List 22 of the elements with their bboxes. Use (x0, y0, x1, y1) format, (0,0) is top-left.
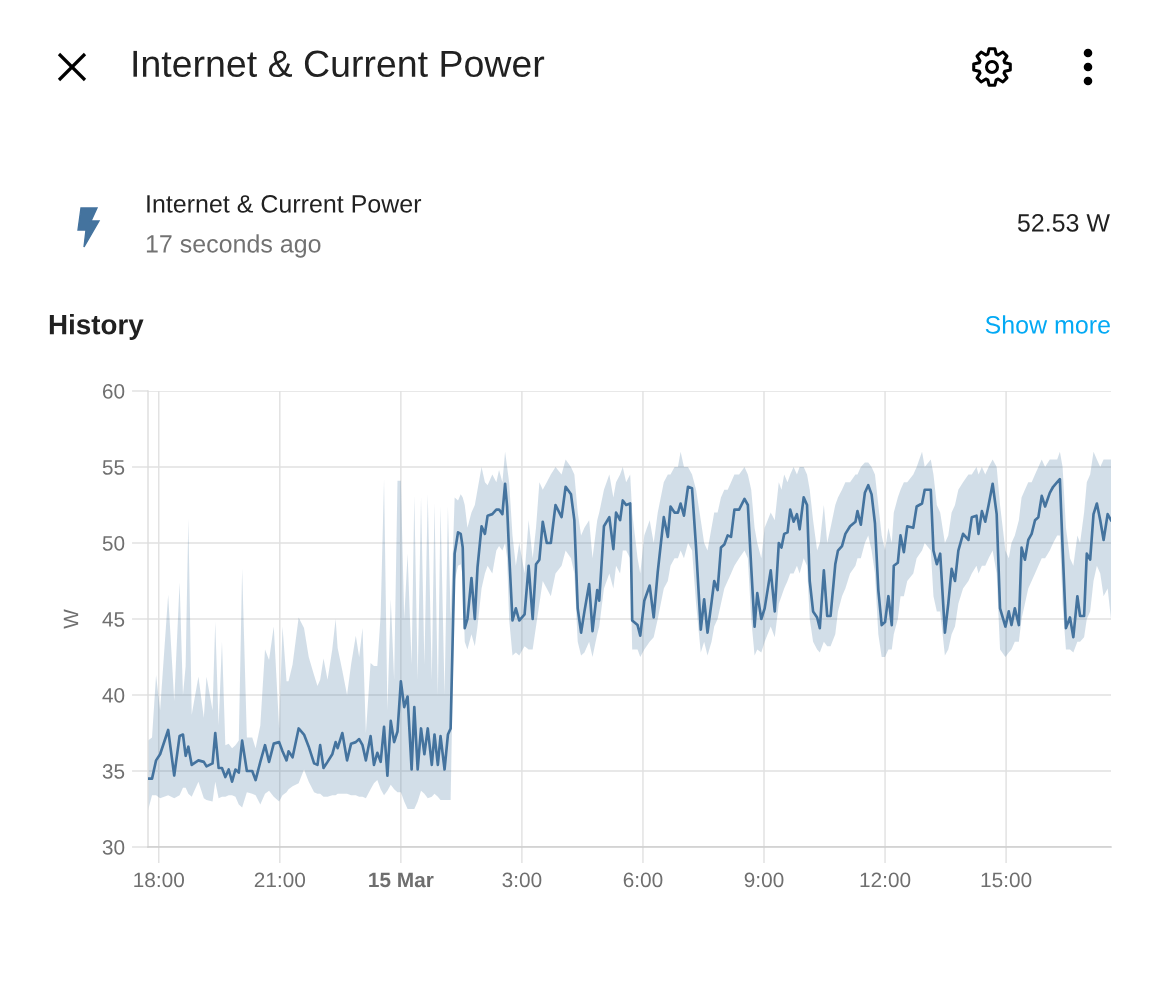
x-tick-label: 12:00 (860, 872, 911, 888)
x-tick-label: 9:00 (744, 872, 784, 888)
text: 17 seconds ago (146, 234, 321, 258)
text: History (49, 314, 144, 340)
text: Show more (985, 315, 1110, 334)
y-tick-label: 50 (102, 536, 125, 551)
x-tick-label: 6:00 (623, 872, 663, 888)
text: Internet & Current Power (133, 50, 545, 78)
x-tick-label: 3:00 (502, 872, 542, 888)
y-tick-label: 35 (102, 764, 125, 779)
x-tick-label: 18:00 (134, 872, 185, 888)
x-tick-label: 15 Mar (369, 872, 434, 888)
y-axis-title: W (63, 609, 79, 629)
x-tick-label: 21:00 (254, 872, 306, 888)
y-tick-label: 45 (102, 612, 125, 627)
y-tick-label: 55 (102, 460, 125, 475)
x-tick-label: 15:00 (981, 872, 1032, 888)
chart-title: Internet & Current Power (147, 195, 422, 213)
y-tick-label: 40 (102, 688, 125, 703)
text: 52.53 W (1017, 214, 1110, 232)
y-tick-label: 30 (102, 840, 125, 855)
y-tick-label: 60 (102, 384, 125, 399)
